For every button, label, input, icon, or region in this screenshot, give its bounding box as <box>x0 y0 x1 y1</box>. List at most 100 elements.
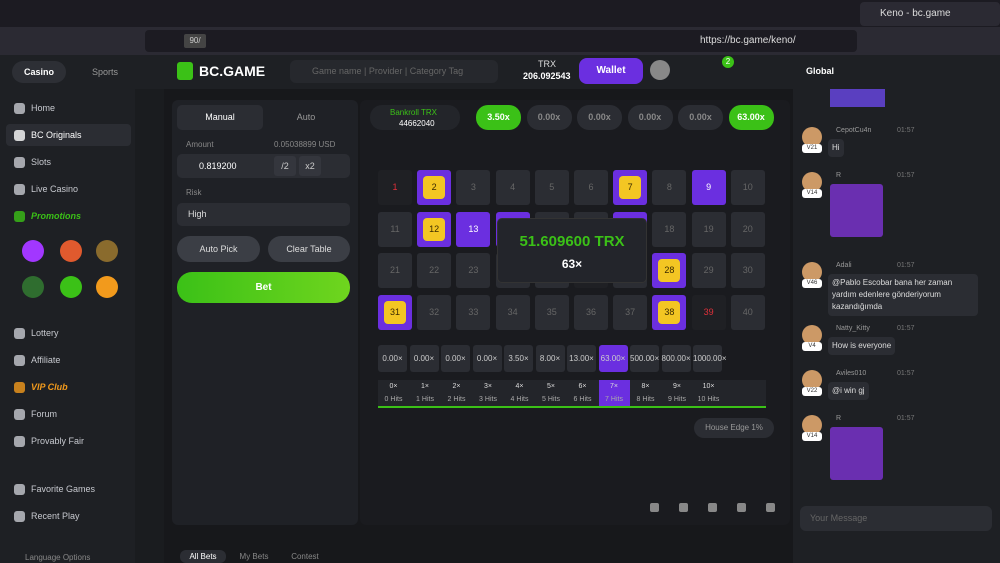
zoom-badge: 90/ <box>184 34 206 48</box>
language[interactable]: Language Options <box>25 553 91 562</box>
clear-btn[interactable]: Clear Table <box>268 236 350 262</box>
keno-cell[interactable] <box>730 294 765 330</box>
active-tab[interactable] <box>860 2 1000 26</box>
hit-label: 4 Hits <box>510 396 529 403</box>
cell-number: 21 <box>389 265 400 275</box>
nav-item[interactable]: Live Casino <box>31 184 79 194</box>
multiplier-chip[interactable]: 0.00x <box>577 105 622 130</box>
gem <box>658 259 681 282</box>
multiplier-chip[interactable]: 3.50x <box>476 105 521 130</box>
message-input[interactable]: Your Message <box>800 506 992 531</box>
promo-icon[interactable] <box>60 240 82 262</box>
nav-item[interactable]: Home <box>31 103 56 113</box>
keno-cell[interactable] <box>456 211 491 247</box>
sports-tab[interactable]: Sports <box>91 67 118 77</box>
keno-cell[interactable] <box>691 253 726 288</box>
keno-cell[interactable] <box>691 170 726 205</box>
promo-icon[interactable] <box>60 276 82 298</box>
keno-cell[interactable] <box>730 170 765 205</box>
keno-cell[interactable] <box>613 294 648 330</box>
keno-cell[interactable] <box>534 170 569 205</box>
multiplier-chip[interactable]: 63.00x <box>728 105 774 130</box>
control-icon[interactable] <box>708 503 717 512</box>
keno-cell[interactable] <box>417 253 452 288</box>
promo-icon[interactable] <box>96 276 118 298</box>
keno-cell[interactable] <box>495 170 530 205</box>
keno-cell[interactable] <box>652 170 687 205</box>
currency: TRX <box>538 59 556 69</box>
tab-bar <box>0 0 1000 27</box>
nav-item[interactable]: VIP Club <box>31 382 68 392</box>
bets-tab[interactable]: All Bets <box>180 550 226 563</box>
nav-item[interactable]: Slots <box>31 157 52 167</box>
keno-cell[interactable] <box>730 211 765 247</box>
level-badge: V22 <box>802 387 822 396</box>
hit-label: 3 Hits <box>479 396 497 403</box>
keno-cell[interactable] <box>691 211 726 247</box>
keno-cell[interactable] <box>378 170 412 205</box>
promo-icon[interactable] <box>22 240 44 262</box>
double-btn[interactable]: x2 <box>299 156 321 176</box>
keno-cell[interactable] <box>495 294 530 330</box>
wallet-btn[interactable]: Wallet <box>579 58 643 84</box>
nav-item[interactable]: Lottery <box>31 328 59 338</box>
cell-number: 7 <box>627 182 633 192</box>
control-icon[interactable] <box>737 503 746 512</box>
keno-cell[interactable] <box>378 253 412 288</box>
promo-icon[interactable] <box>22 276 44 298</box>
bets-tab[interactable]: My Bets <box>239 552 269 561</box>
multiplier-chip[interactable]: 0.00x <box>678 105 723 130</box>
cell-number: 19 <box>703 223 714 234</box>
amount-input[interactable]: 0.819200 <box>177 154 350 178</box>
amount-usd: 0.05038899 USD <box>274 140 336 149</box>
control-icon[interactable] <box>679 503 688 512</box>
chat-bubble: @i win gj <box>828 382 869 400</box>
control-icon[interactable] <box>650 503 659 512</box>
payout-cell: 0.00× <box>441 345 470 372</box>
keno-cell[interactable] <box>417 294 452 330</box>
keno-cell[interactable] <box>574 294 608 330</box>
bets-tab[interactable]: Contest <box>291 552 319 561</box>
nav-item[interactable]: BC Originals <box>31 130 82 140</box>
auto-pick-btn[interactable]: Auto Pick <box>177 236 260 262</box>
nav-item[interactable]: Affiliate <box>31 355 61 365</box>
gem <box>384 300 406 324</box>
nav-item[interactable]: Provably Fair <box>31 436 85 446</box>
nav-item[interactable]: Recent Play <box>31 511 80 521</box>
mode-tab[interactable]: Manual <box>205 112 235 122</box>
hit-label: 1 Hits <box>416 396 434 403</box>
keno-cell[interactable] <box>456 170 491 205</box>
keno-cell[interactable] <box>534 294 569 330</box>
nav-item[interactable]: Promotions <box>31 211 82 221</box>
keno-cell[interactable] <box>691 294 726 330</box>
cell-number: 3 <box>470 182 476 192</box>
keno-cell[interactable] <box>652 211 687 247</box>
promo-icon[interactable] <box>96 240 118 262</box>
multiplier-chip[interactable]: 0.00x <box>627 105 673 130</box>
multiplier-chip[interactable]: 0.00x <box>526 105 572 130</box>
mode-tab[interactable]: Auto <box>296 112 316 122</box>
nav-item[interactable]: Forum <box>31 409 58 419</box>
search[interactable]: Game name | Provider | Category Tag <box>290 60 498 83</box>
keno-cell[interactable] <box>456 253 491 288</box>
chat-time: 01:57 <box>897 325 915 332</box>
bet-btn[interactable]: Bet <box>177 272 350 303</box>
keno-cell[interactable] <box>574 170 608 205</box>
chat-tab[interactable]: Global <box>806 66 835 76</box>
keno-cell[interactable] <box>378 211 412 247</box>
keno-cell[interactable] <box>730 253 765 288</box>
half-btn[interactable]: /2 <box>274 156 296 176</box>
chat-name: R <box>836 415 842 422</box>
chat-time: 01:57 <box>897 415 915 422</box>
cell-number: 31 <box>389 306 400 317</box>
house-edge[interactable]: House Edge 1% <box>694 418 774 438</box>
nav-icon <box>14 382 25 393</box>
risk-select[interactable]: High <box>177 203 350 226</box>
chat-avatar <box>802 415 822 435</box>
nav-item[interactable]: Favorite Games <box>31 484 96 494</box>
url-field[interactable] <box>145 30 857 52</box>
control-icon[interactable] <box>766 503 775 512</box>
casino-tab[interactable]: Casino <box>12 61 66 83</box>
cell-number: 37 <box>625 306 636 317</box>
keno-cell[interactable] <box>456 294 491 330</box>
